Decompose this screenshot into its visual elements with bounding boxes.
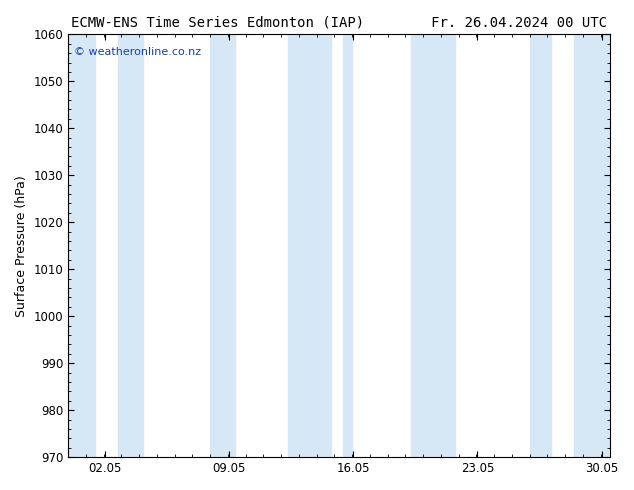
Bar bbox=[344, 34, 353, 457]
Title: ECMW-ENS Time Series Edmonton (IAP)        Fr. 26.04.2024 00 UTC: ECMW-ENS Time Series Edmonton (IAP) Fr. … bbox=[71, 15, 607, 29]
Bar bbox=[118, 34, 143, 457]
Bar bbox=[411, 34, 455, 457]
Y-axis label: Surface Pressure (hPa): Surface Pressure (hPa) bbox=[15, 175, 28, 317]
Bar bbox=[574, 34, 610, 457]
Bar bbox=[530, 34, 551, 457]
Bar bbox=[288, 34, 331, 457]
Bar bbox=[68, 34, 95, 457]
Text: © weatheronline.co.nz: © weatheronline.co.nz bbox=[74, 47, 201, 57]
Bar bbox=[210, 34, 235, 457]
